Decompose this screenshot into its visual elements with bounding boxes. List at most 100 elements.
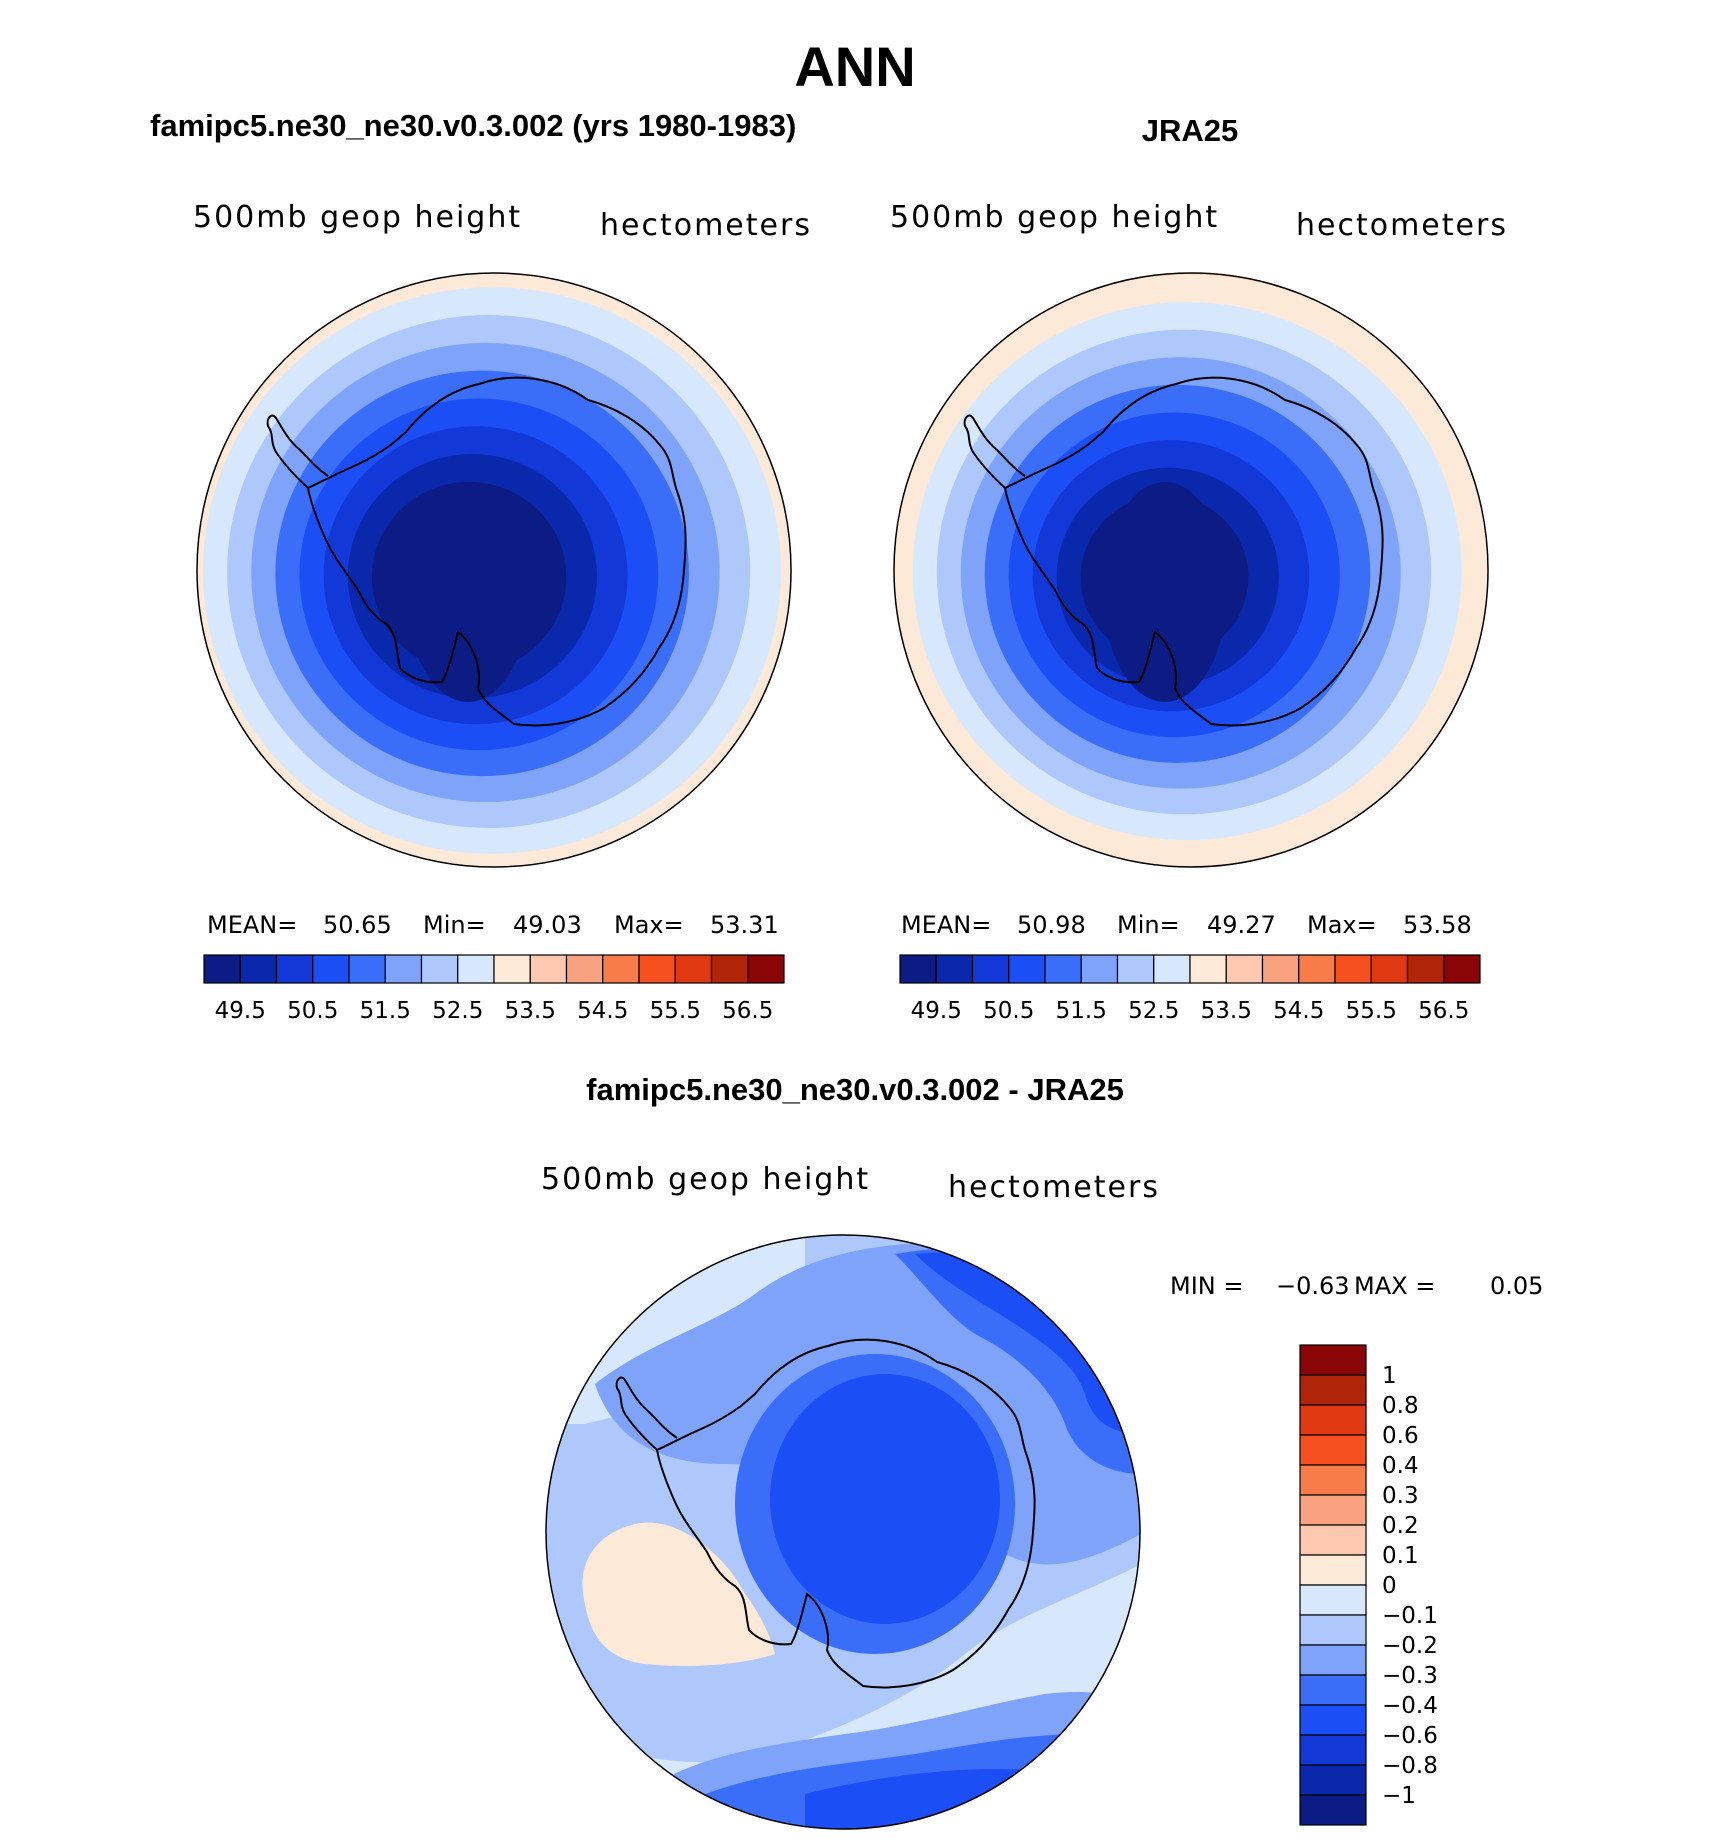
map-boundary — [545, 1234, 1141, 1830]
colorbar-tick-label: 1 — [1382, 1363, 1397, 1389]
colorbar-tick-label: 56.5 — [1418, 998, 1469, 1024]
left-mean-value: 50.65 — [323, 911, 392, 939]
colorbar-tick-label: 56.5 — [722, 998, 773, 1024]
diff-band — [770, 1374, 1000, 1624]
colorbar-tick-label: −0.1 — [1382, 1603, 1438, 1629]
left-polar-map — [196, 272, 792, 868]
colorbar-box — [674, 954, 713, 984]
colorbar-box — [1299, 1524, 1367, 1556]
left-mean-label: MEAN= — [207, 911, 298, 939]
coastline — [655, 1338, 1036, 1689]
left-max-label: Max= — [614, 911, 684, 939]
colorbar-box — [935, 954, 974, 984]
right-min-value: 49.27 — [1207, 911, 1276, 939]
colorbar-tick-label: −0.6 — [1382, 1723, 1438, 1749]
colorbar-tick-label: −1 — [1382, 1783, 1416, 1809]
left-min-value: 49.03 — [513, 911, 582, 939]
colorbar-box — [420, 954, 459, 984]
left-min-label: Min= — [423, 911, 486, 939]
difference-colorbar: 1 0.8 0.6 0.4 0.3 0.2 0.1 0 −0.1 −0.2 −0.3 −0.4 −0.6… — [1299, 1344, 1438, 1826]
colorbar-box — [203, 954, 241, 984]
field-minimum-core — [406, 482, 530, 702]
colorbar-tick-label: 53.5 — [1201, 998, 1252, 1024]
colorbar-box — [1008, 954, 1046, 984]
colorbar-box — [1299, 1674, 1367, 1706]
colorbar-box — [1298, 954, 1336, 984]
colorbar-box — [493, 954, 531, 984]
colorbar-box — [565, 954, 604, 984]
map-boundary — [196, 272, 792, 868]
difference-max-value: 0.05 — [1490, 1272, 1544, 1300]
colorbar-tick-label: 53.5 — [505, 998, 556, 1024]
colorbar-box — [239, 954, 278, 984]
colorbar-tick-label: 54.5 — [577, 998, 628, 1024]
peninsula-coastline — [615, 1376, 678, 1451]
colorbar-box — [1299, 1584, 1367, 1616]
peninsula-coastline — [963, 414, 1026, 489]
colorbar-box — [1406, 954, 1445, 984]
right-polar-map — [893, 272, 1489, 868]
colorbar-box — [275, 954, 314, 984]
colorbar-box — [747, 954, 785, 984]
left-panel-title: famipc5.ne30_ne30.v0.3.002 (yrs 1980-198… — [150, 108, 797, 143]
right-units-label: hectometers — [1296, 208, 1508, 243]
diff-band-positive — [582, 1522, 775, 1666]
difference-title: famipc5.ne30_ne30.v0.3.002 - JRA25 — [586, 1072, 1124, 1107]
colorbar-box — [312, 954, 350, 984]
colorbar-box — [1299, 1434, 1367, 1466]
right-max-value: 53.58 — [1403, 911, 1472, 939]
colorbar-tick-label: −0.8 — [1382, 1753, 1438, 1779]
difference-units-label: hectometers — [948, 1170, 1160, 1205]
difference-min-value: −0.63 — [1276, 1272, 1350, 1300]
right-colorbar: 49.5 50.5 51.5 52.5 53.5 54.5 55.5 56.5 — [899, 954, 1481, 1024]
difference-max-label: MAX = — [1354, 1272, 1436, 1300]
colorbar-box — [1299, 1554, 1367, 1586]
colorbar-box — [457, 954, 495, 984]
colorbar-tick-label: 54.5 — [1273, 998, 1324, 1024]
colorbar-tick-label: 50.5 — [983, 998, 1034, 1024]
colorbar-box — [1299, 1704, 1367, 1736]
colorbar-box — [348, 954, 386, 984]
colorbar-box — [1299, 1404, 1367, 1436]
colorbar-tick-label: 0.1 — [1382, 1543, 1419, 1569]
colorbar-box — [1299, 1794, 1367, 1826]
field-minimum-core — [1103, 482, 1227, 702]
colorbar-tick-label: 50.5 — [287, 998, 338, 1024]
colorbar-tick-label: 52.5 — [432, 998, 483, 1024]
colorbar-tick-label: 0.4 — [1382, 1453, 1419, 1479]
right-variable-label: 500mb geop height — [890, 200, 1220, 235]
colorbar-tick-label: −0.3 — [1382, 1663, 1438, 1689]
colorbar-box — [1153, 954, 1191, 984]
colorbar-tick-label: 0.2 — [1382, 1513, 1419, 1539]
colorbar-box — [1443, 954, 1481, 984]
left-variable-label: 500mb geop height — [193, 200, 523, 235]
colorbar-box — [638, 954, 676, 984]
main-title: ANN — [794, 35, 916, 98]
colorbar-box — [1261, 954, 1300, 984]
colorbar-box — [899, 954, 937, 984]
colorbar-box — [1080, 954, 1119, 984]
colorbar-tick-label: −0.2 — [1382, 1633, 1438, 1659]
colorbar-box — [1044, 954, 1082, 984]
colorbar-box — [1334, 954, 1372, 984]
left-units-label: hectometers — [600, 208, 812, 243]
colorbar-tick-label: 0.3 — [1382, 1483, 1419, 1509]
difference-polar-map — [545, 1234, 1141, 1830]
peninsula-coastline — [266, 414, 329, 489]
colorbar-tick-label: 55.5 — [1346, 998, 1397, 1024]
colorbar-box — [1225, 954, 1264, 984]
colorbar-box — [602, 954, 640, 984]
colorbar-tick-label: 0 — [1382, 1573, 1397, 1599]
map-boundary — [893, 272, 1489, 868]
colorbar-tick-label: −0.4 — [1382, 1693, 1438, 1719]
colorbar-tick-label: 49.5 — [911, 998, 962, 1024]
colorbar-box — [1299, 1494, 1367, 1526]
colorbar-tick-label: 55.5 — [650, 998, 701, 1024]
colorbar-box — [1116, 954, 1155, 984]
colorbar-box — [971, 954, 1010, 984]
left-colorbar: 49.5 50.5 51.5 52.5 53.5 54.5 55.5 56.5 — [203, 954, 785, 1024]
colorbar-box — [1299, 1374, 1367, 1406]
right-panel-title: JRA25 — [1141, 113, 1239, 148]
colorbar-tick-label: 0.8 — [1382, 1393, 1419, 1419]
colorbar-box — [1299, 1344, 1367, 1376]
